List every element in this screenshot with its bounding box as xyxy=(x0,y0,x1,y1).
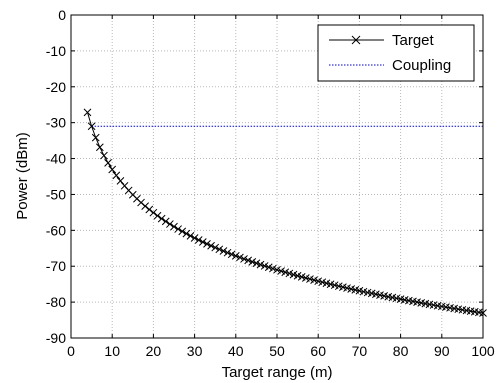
target-point xyxy=(248,257,257,266)
x-tick-label: 10 xyxy=(104,343,120,359)
y-axis-title: Power (dBm) xyxy=(14,132,31,220)
target-point xyxy=(207,241,215,250)
target-point xyxy=(149,208,158,217)
target-point xyxy=(87,122,96,131)
legend: Target Coupling xyxy=(317,24,475,82)
x-tick-label: 0 xyxy=(67,343,75,359)
target-point xyxy=(231,252,240,260)
x-tick-label: 60 xyxy=(310,343,326,359)
target-point xyxy=(116,176,125,185)
target-point xyxy=(236,253,244,262)
y-tick-label: -70 xyxy=(46,258,66,274)
target-point xyxy=(269,264,277,273)
target-point xyxy=(244,256,253,265)
target-point xyxy=(240,255,248,263)
target-point xyxy=(203,240,211,248)
target-point xyxy=(260,262,269,270)
x-tick-label: 50 xyxy=(269,343,285,359)
y-tick-label: -50 xyxy=(46,186,66,202)
target-point xyxy=(264,263,273,272)
target-point xyxy=(104,159,112,167)
target-point xyxy=(161,217,170,226)
target-point xyxy=(166,220,174,228)
y-tick-labels: 0 -10 -20 -30 -40 -50 -60 -70 -80 -90 xyxy=(46,7,66,346)
target-point xyxy=(182,229,191,238)
x-tick-label: 70 xyxy=(352,343,368,359)
target-point xyxy=(211,243,220,252)
target-point xyxy=(91,133,100,142)
target-point xyxy=(83,108,92,117)
target-point xyxy=(170,222,178,231)
y-tick-label: -60 xyxy=(46,222,66,238)
target-point xyxy=(256,260,265,269)
y-tick-label: -10 xyxy=(46,43,66,59)
target-series-markers xyxy=(83,108,487,317)
y-tick-label: 0 xyxy=(58,7,66,23)
x-tick-label: 80 xyxy=(393,343,409,359)
x-tick-labels: 0 10 20 30 40 50 60 70 80 90 100 xyxy=(67,343,495,359)
target-point xyxy=(178,227,187,236)
legend-target-label: Target xyxy=(392,32,435,49)
target-point xyxy=(157,214,166,223)
y-tick-label: -20 xyxy=(46,79,66,95)
target-point xyxy=(190,234,199,242)
x-axis-title: Target range (m) xyxy=(222,364,333,381)
legend-target-marker xyxy=(351,35,361,45)
target-point xyxy=(100,151,108,160)
y-tick-label: -80 xyxy=(46,294,66,310)
target-point xyxy=(145,205,154,214)
target-point xyxy=(215,245,224,254)
target-point xyxy=(223,248,232,257)
x-tick-label: 90 xyxy=(434,343,450,359)
target-point xyxy=(174,225,182,233)
target-point xyxy=(186,231,195,240)
target-point xyxy=(153,211,162,220)
x-tick-label: 30 xyxy=(187,343,203,359)
y-tick-label: -40 xyxy=(46,151,66,167)
target-point xyxy=(252,259,261,268)
target-point xyxy=(227,250,236,259)
y-tick-label: -30 xyxy=(46,115,66,131)
x-tick-label: 20 xyxy=(146,343,162,359)
target-point xyxy=(141,202,150,210)
ticks xyxy=(70,14,484,339)
target-point xyxy=(194,236,203,244)
target-point xyxy=(112,171,121,180)
x-tick-label: 100 xyxy=(471,343,495,359)
target-point xyxy=(198,238,207,246)
legend-box xyxy=(317,24,475,82)
target-point xyxy=(108,165,117,174)
target-point xyxy=(95,143,104,152)
y-tick-label: -90 xyxy=(46,330,66,346)
legend-coupling-label: Coupling xyxy=(392,57,451,74)
x-tick-label: 40 xyxy=(228,343,244,359)
series-layer xyxy=(83,108,487,317)
target-point xyxy=(219,247,228,255)
